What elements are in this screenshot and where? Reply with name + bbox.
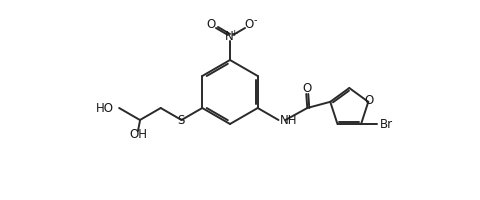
Text: OH: OH [129, 129, 147, 142]
Text: O: O [244, 18, 253, 30]
Text: O: O [303, 82, 312, 95]
Text: S: S [177, 114, 184, 128]
Text: O: O [206, 18, 216, 30]
Text: N: N [225, 30, 233, 44]
Text: NH: NH [279, 114, 297, 128]
Text: O: O [365, 94, 374, 107]
Text: +: + [230, 28, 238, 38]
Text: HO: HO [96, 102, 114, 114]
Text: -: - [253, 15, 257, 25]
Text: Br: Br [380, 118, 393, 131]
